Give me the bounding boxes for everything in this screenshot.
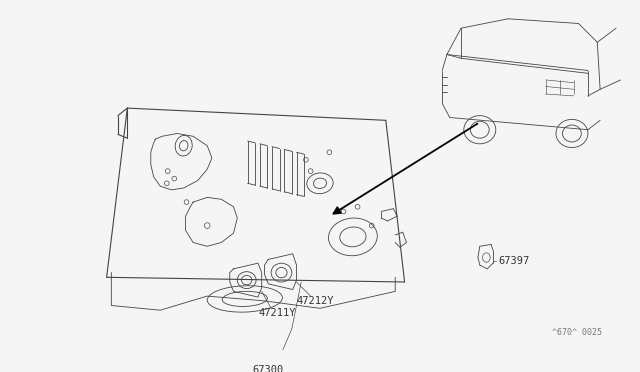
Text: 67397: 67397 xyxy=(499,256,530,266)
Text: ^670^ 0025: ^670^ 0025 xyxy=(552,327,602,337)
Text: 67300: 67300 xyxy=(252,365,284,372)
Text: 47211Y: 47211Y xyxy=(259,308,296,318)
Text: 47212Y: 47212Y xyxy=(296,296,334,306)
